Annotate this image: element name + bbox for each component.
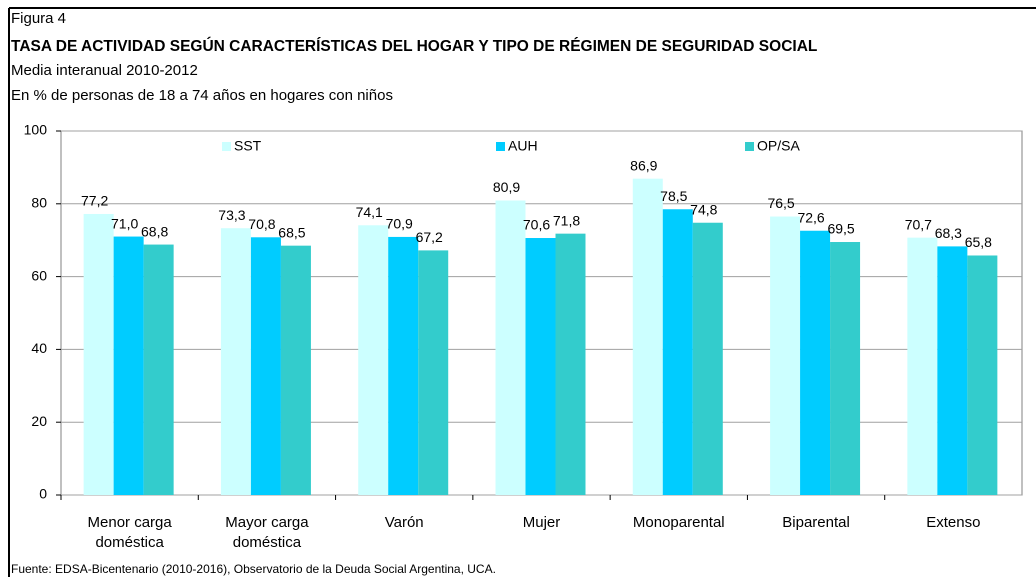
- value-label: 70,7: [905, 216, 932, 232]
- bar: [113, 236, 144, 495]
- subtitle: Media interanual 2010-2012: [11, 62, 198, 79]
- value-label: 73,3: [218, 207, 245, 223]
- x-tick-label: Biparental: [782, 514, 850, 531]
- bar: [418, 250, 449, 495]
- value-label: 86,9: [630, 157, 657, 173]
- bar: [143, 244, 174, 495]
- value-label: 70,9: [386, 216, 413, 232]
- value-label: 78,5: [660, 188, 687, 204]
- x-tick-label: Menor carga doméstica: [87, 514, 172, 551]
- bar: [632, 178, 663, 495]
- bar: [800, 230, 831, 495]
- value-label: 71,8: [553, 212, 580, 228]
- bar: [250, 237, 281, 495]
- value-label: 70,6: [523, 217, 550, 233]
- x-tick-label: Varón: [384, 514, 424, 531]
- bar: [495, 200, 526, 496]
- value-label: 76,5: [767, 195, 794, 211]
- value-label: 67,2: [416, 229, 443, 245]
- x-tick-label: Monoparental: [632, 514, 725, 531]
- y-tick-label: 0: [39, 486, 47, 502]
- y-tick-label: 20: [31, 413, 47, 429]
- legend-label: OP/SA: [757, 138, 800, 154]
- x-tick-label: Extenso: [926, 514, 981, 531]
- value-label: 71,0: [111, 215, 138, 231]
- value-label: 68,5: [278, 224, 305, 240]
- value-label: 70,8: [248, 216, 275, 232]
- bar: [907, 237, 938, 496]
- value-label: 72,6: [797, 209, 824, 225]
- bar: [83, 213, 114, 495]
- bar: [692, 222, 723, 495]
- y-tick-label: 60: [31, 267, 47, 283]
- value-label: 68,3: [935, 225, 962, 241]
- bar: [967, 255, 998, 495]
- bar: [358, 225, 389, 495]
- legend-swatch: [496, 142, 505, 151]
- bar: [770, 216, 801, 496]
- legend-swatch: [745, 142, 754, 151]
- bar: [220, 228, 251, 496]
- figure-label: Figura 4: [11, 10, 67, 27]
- y-tick-label: 40: [31, 340, 47, 356]
- unit-note: En % de personas de 18 a 74 años en hoga…: [11, 87, 393, 104]
- bar: [525, 238, 556, 496]
- bar: [280, 245, 311, 495]
- y-tick-label: 100: [24, 122, 48, 138]
- chart-title: TASA DE ACTIVIDAD SEGÚN CARACTERÍSTICAS …: [11, 38, 818, 55]
- value-label: 68,8: [141, 223, 168, 239]
- x-tick-label: Mujer: [522, 514, 561, 531]
- value-label: 65,8: [965, 234, 992, 250]
- legend-label: AUH: [508, 138, 538, 154]
- source: Fuente: EDSA-Bicentenario (2010-2016), O…: [11, 562, 496, 576]
- bar: [555, 233, 586, 495]
- value-label: 69,5: [827, 221, 854, 237]
- value-label: 74,1: [356, 204, 383, 220]
- y-tick-label: 80: [31, 195, 47, 211]
- legend-label: SST: [234, 138, 262, 154]
- value-label: 80,9: [493, 179, 520, 195]
- bar: [830, 242, 861, 495]
- value-label: 77,2: [81, 193, 108, 209]
- bar: [662, 209, 693, 495]
- x-tick-label: Mayor carga doméstica: [225, 514, 309, 551]
- legend-swatch: [222, 142, 231, 151]
- value-label: 74,8: [690, 201, 717, 217]
- bar: [937, 246, 968, 495]
- bar: [388, 236, 419, 495]
